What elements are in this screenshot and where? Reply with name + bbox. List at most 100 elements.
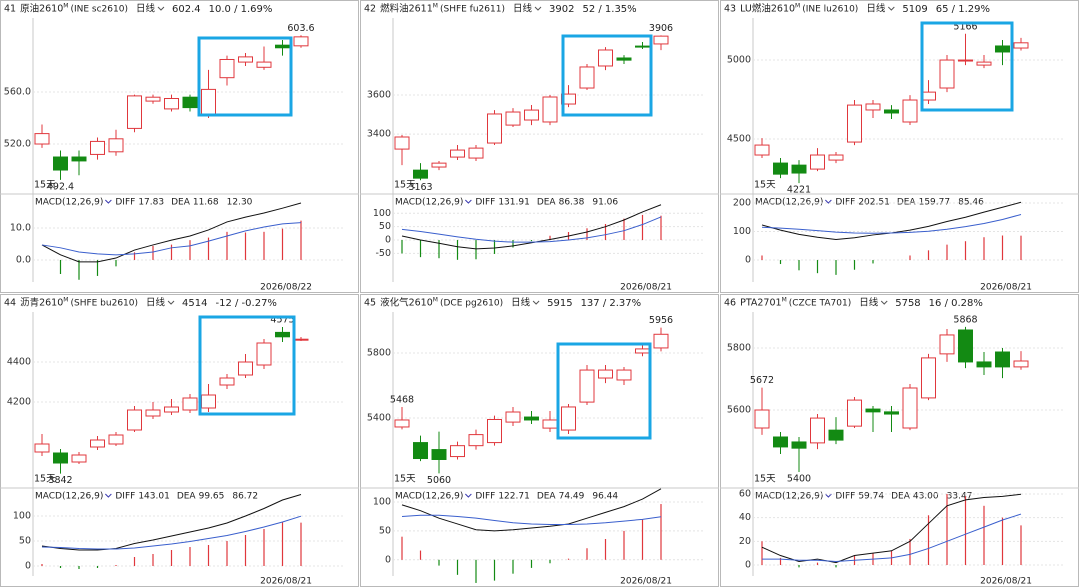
y-tick-label: 50 bbox=[19, 536, 31, 547]
candle-body bbox=[921, 357, 936, 399]
candle-body bbox=[182, 96, 198, 109]
candle-body bbox=[847, 104, 862, 143]
y-tick-label: 3600 bbox=[367, 90, 391, 101]
last-price: 602.4 bbox=[172, 4, 201, 15]
diff-value: 59.74 bbox=[858, 492, 884, 502]
y-tick-label: 40 bbox=[739, 512, 751, 523]
candle-body bbox=[598, 49, 613, 67]
period-dropdown bbox=[880, 300, 888, 305]
title-mark: M bbox=[782, 297, 787, 304]
macd-label: MACD(12,26,9) bbox=[35, 198, 103, 208]
period: 日线 bbox=[511, 297, 531, 309]
date-label: 2026/08/21 bbox=[620, 283, 672, 293]
candle-body bbox=[127, 95, 142, 129]
candle-body bbox=[828, 429, 844, 441]
period: 日线 bbox=[859, 297, 879, 309]
y-tick-label: 0.0 bbox=[16, 254, 31, 265]
high-label: 5468 bbox=[390, 394, 414, 405]
candle-body bbox=[958, 329, 973, 363]
candle-body bbox=[976, 361, 992, 368]
candle-body bbox=[145, 409, 161, 417]
dea-value: 11.68 bbox=[193, 198, 219, 208]
high-label: 5166 bbox=[953, 21, 977, 32]
diff-name: DIFF bbox=[115, 492, 135, 502]
instrument-name: LU燃油2610 bbox=[740, 3, 795, 15]
candle-body bbox=[468, 147, 484, 159]
dea-value: 99.65 bbox=[199, 492, 225, 502]
instrument-code: (INE sc2610) bbox=[70, 5, 128, 15]
candle-body bbox=[939, 59, 955, 89]
panel-frame bbox=[0, 294, 359, 587]
instrument-name: 燃料油2611 bbox=[380, 3, 433, 15]
period-dropdown bbox=[887, 6, 895, 11]
candle-body bbox=[164, 97, 179, 110]
candle-body bbox=[487, 418, 502, 444]
diff-line bbox=[41, 202, 302, 263]
macd-dropdown bbox=[105, 493, 112, 498]
macd-label: MACD(12,26,9) bbox=[35, 492, 103, 502]
candle-body bbox=[542, 419, 558, 429]
candle-body bbox=[127, 409, 142, 431]
y-tick-label: 520.0 bbox=[4, 139, 31, 150]
candle-body bbox=[468, 434, 484, 447]
y-tick-label: 4400 bbox=[7, 357, 31, 368]
panel-index: 42 bbox=[364, 4, 376, 15]
y-tick-label: 5800 bbox=[727, 342, 751, 353]
last-price: 5915 bbox=[547, 298, 572, 309]
price-change: 10.0 / 1.69% bbox=[209, 4, 273, 15]
candle-body bbox=[791, 164, 807, 174]
dea-value: 43.00 bbox=[913, 492, 939, 502]
candle-body bbox=[828, 154, 844, 161]
title-mark: M bbox=[63, 3, 68, 10]
y-tick-label: 0 bbox=[385, 554, 391, 565]
candle-body bbox=[1013, 360, 1029, 368]
panel-index: 41 bbox=[4, 4, 16, 15]
y-tick-label: 0 bbox=[745, 255, 751, 266]
candle-body bbox=[413, 442, 428, 460]
candle-body bbox=[635, 45, 650, 48]
dea-line bbox=[762, 513, 1022, 562]
period-dropdown bbox=[532, 300, 540, 305]
candle-body bbox=[431, 449, 447, 460]
candle-body bbox=[293, 36, 309, 47]
candle-body bbox=[939, 334, 955, 355]
candle-body bbox=[616, 369, 632, 381]
candle-body bbox=[773, 162, 788, 175]
price-change: -12 / -0.27% bbox=[216, 298, 277, 309]
dea-line bbox=[401, 514, 662, 526]
instrument-name: PTA2701 bbox=[740, 298, 781, 309]
candle-body bbox=[921, 91, 936, 101]
macd-value: 86.72 bbox=[232, 492, 258, 502]
dea-name: DEA bbox=[537, 198, 557, 208]
candle-body bbox=[598, 369, 613, 379]
panel-frame bbox=[0, 0, 359, 293]
instrument-code: (DCE pg2610) bbox=[440, 299, 503, 309]
panel-frame bbox=[720, 0, 1079, 293]
diff-line bbox=[401, 488, 662, 532]
candle-body bbox=[90, 439, 105, 448]
y-tick-label: 200 bbox=[733, 197, 751, 208]
date-label: 2026/08/22 bbox=[260, 283, 312, 293]
chart-panel: 45 液化气2610 M (DCE pg2610) 日线 5915 137 / 2.37% 5… bbox=[360, 294, 719, 587]
candle-body bbox=[108, 138, 124, 153]
price-change: 65 / 1.29% bbox=[936, 4, 990, 15]
diff-name: DIFF bbox=[115, 198, 135, 208]
last-price: 5109 bbox=[902, 4, 927, 15]
high-label: 5672 bbox=[750, 375, 774, 386]
title-mark: M bbox=[433, 3, 438, 10]
candle-body bbox=[450, 149, 465, 158]
span-label: 15天 bbox=[394, 474, 416, 485]
candle-body bbox=[902, 99, 918, 123]
dea-value: 86.38 bbox=[559, 198, 585, 208]
candle-body bbox=[754, 144, 770, 156]
span-label: 15天 bbox=[754, 474, 776, 485]
dea-name: DEA bbox=[891, 492, 911, 502]
instrument-name: 原油2610 bbox=[20, 3, 63, 15]
diff-value: 131.91 bbox=[498, 198, 530, 208]
candle-body bbox=[773, 436, 788, 448]
candle-body bbox=[616, 57, 632, 61]
macd-dropdown bbox=[825, 493, 832, 498]
instrument-code: (INE lu2610) bbox=[802, 5, 858, 15]
low-label: 3842 bbox=[48, 475, 72, 486]
y-tick-label: 100 bbox=[13, 511, 31, 522]
